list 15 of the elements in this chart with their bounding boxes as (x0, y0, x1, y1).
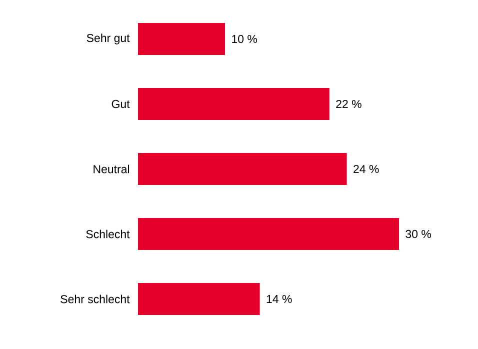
bar (138, 283, 260, 316)
bar (138, 23, 225, 55)
y-tick-label: Sehr schlecht (60, 294, 130, 304)
data-label: 24 % (354, 164, 379, 174)
data-label: 30 % (406, 230, 431, 238)
y-tick-label: Neutral (94, 164, 130, 174)
y-tick-label: Sehr gut (86, 34, 130, 44)
data-label: 10 % (232, 34, 257, 44)
data-label: 14 % (266, 294, 292, 304)
y-tick-label: Gut (112, 100, 130, 108)
bar (138, 88, 330, 120)
y-tick-label: Schlecht (86, 230, 130, 238)
bar (138, 153, 347, 186)
bar (138, 218, 400, 250)
data-label: 22 % (336, 100, 362, 108)
